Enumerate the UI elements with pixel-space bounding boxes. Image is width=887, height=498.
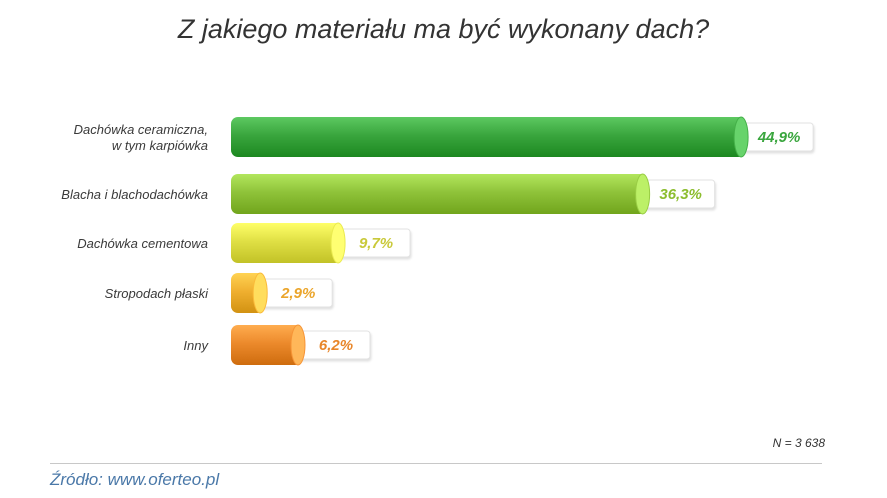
bar-2: [231, 223, 343, 263]
bar-end-cap: [733, 116, 749, 158]
divider: [50, 463, 822, 464]
value-label: 9,7%: [359, 235, 393, 252]
value-label: 2,9%: [280, 285, 315, 302]
bar-end-cap: [635, 173, 651, 215]
bar-0: [231, 117, 746, 157]
bar-end-cap: [252, 272, 268, 314]
bar-end-cap: [330, 222, 346, 264]
category-label: Stropodach płaski: [105, 286, 209, 301]
category-label: Inny: [183, 338, 209, 353]
bar-chart: 44,9% Dachówka ceramiczna, w tym karpiówka…: [61, 116, 814, 366]
value-label: 6,2%: [319, 337, 353, 354]
bar-1: [231, 174, 647, 214]
bar-4: [231, 325, 302, 365]
value-label: 36,3%: [659, 186, 702, 203]
bar-end-cap: [290, 324, 306, 366]
sample-size-note: N = 3 638: [772, 436, 825, 450]
category-label: Blacha i blachodachówka: [61, 187, 208, 202]
source-text: Źródło: www.oferteo.pl: [50, 470, 220, 489]
category-label: Dachówka cementowa: [77, 236, 208, 251]
value-label: 44,9%: [757, 129, 801, 146]
category-label: Dachówka ceramiczna, w tym karpiówka: [74, 122, 208, 153]
chart-title: Z jakiego materiału ma być wykonany dach…: [177, 14, 710, 44]
